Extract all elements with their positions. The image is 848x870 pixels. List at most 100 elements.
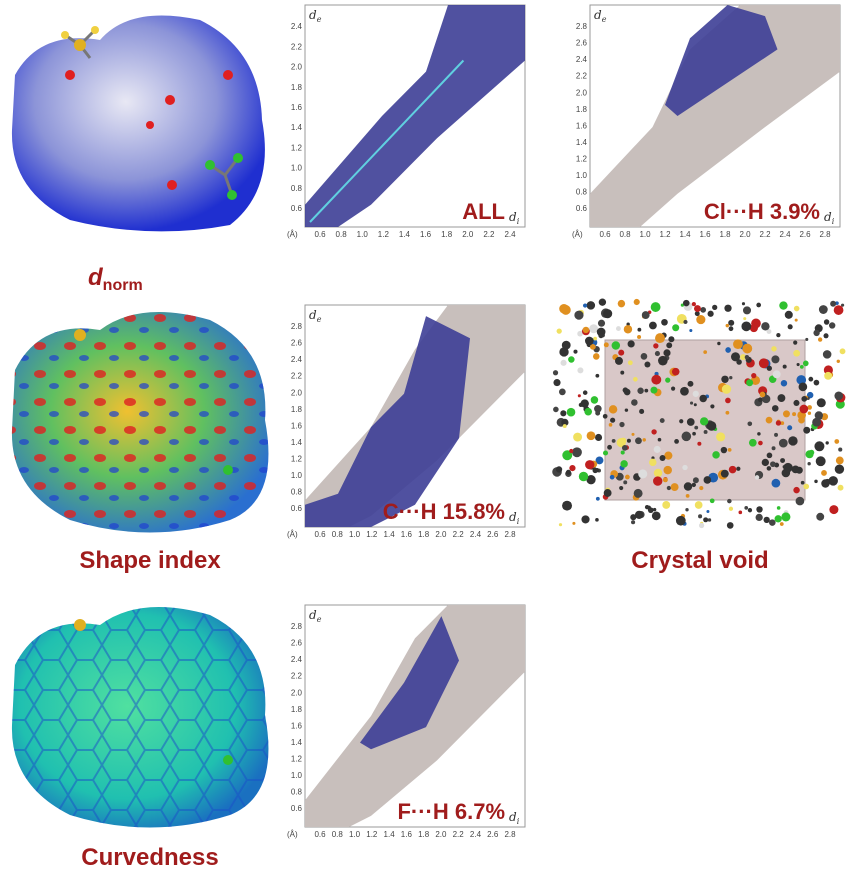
atom [830,301,836,307]
y-tick-label: 2.0 [291,688,303,697]
atom [693,391,699,397]
atom [609,423,613,427]
atom [672,324,679,331]
atom [696,315,705,324]
y-axis-sub: e [317,15,322,24]
x-tick-label: 1.4 [384,830,396,839]
atom [801,481,805,485]
atom [739,511,743,515]
atom [654,469,663,478]
atom [704,476,712,484]
atom [708,518,711,521]
atom [816,513,824,521]
atom [772,405,779,412]
x-tick-label: 2.4 [470,830,482,839]
atom [625,408,628,411]
atom [625,475,630,480]
y-tick-label: 1.8 [291,405,303,414]
atom [813,330,819,336]
atom [736,467,740,471]
atom [644,389,648,393]
atom [821,479,829,487]
y-tick-label: 0.8 [291,788,303,797]
atom [743,317,746,320]
atom [838,485,844,491]
y-axis-sub: e [602,15,607,24]
atom [727,499,731,503]
atom [651,429,656,434]
y-tick-label: 2.8 [291,622,303,631]
x-tick-label: 1.6 [401,530,413,539]
atom [584,408,592,416]
contact-label: ALL [462,199,505,224]
atom [581,515,589,523]
atom [743,306,751,314]
atom [579,472,588,481]
y-tick-label: 1.0 [291,471,303,480]
x-tick-label: 2.6 [487,830,499,839]
atom [560,410,566,416]
y-tick-label: 1.2 [576,154,588,163]
atom [703,350,707,354]
fingerprint-plot: 0.60.81.01.21.41.61.82.02.22.40.60.81.01… [287,5,525,239]
y-tick-label: 0.8 [291,488,303,497]
atom [593,337,597,341]
atom [756,506,762,512]
y-tick-label: 1.4 [576,138,588,147]
atom [667,486,671,490]
atom [829,505,838,514]
atom [650,387,657,394]
atom [642,311,650,319]
atom [637,335,641,339]
atom [578,394,581,397]
x-tick-label: 2.6 [799,230,811,239]
atom [627,439,631,443]
atom [587,431,596,440]
atom [661,319,668,326]
atom [692,302,696,306]
atom [598,333,603,338]
atom [631,399,638,406]
atom [553,379,560,386]
x-tick-label: 0.8 [336,230,348,239]
atom [729,507,733,511]
atom [793,341,797,345]
atom [638,469,647,478]
atom [653,508,656,511]
atom [717,342,720,345]
atom [787,425,792,430]
x-tick-label: 1.4 [384,530,396,539]
atom [799,405,808,414]
atom [760,392,766,398]
atom [783,465,786,468]
y-tick-label: 2.0 [291,388,303,397]
x-tick-label: 2.0 [462,230,474,239]
atom [767,466,772,471]
atom [653,343,658,348]
y-tick-label: 1.6 [576,121,588,130]
atom [777,394,785,402]
atom [742,302,745,305]
atom [624,325,632,333]
atom [577,367,583,373]
atom [612,439,616,443]
atom [557,328,562,333]
atom [623,480,627,484]
atom [672,368,680,376]
x-tick-label: 1.0 [639,230,651,239]
x-tick-label: 2.2 [453,830,465,839]
atom [751,319,761,329]
atom [595,374,599,378]
contact-label: Cl···H 3.9% [704,199,820,224]
atom [567,408,576,417]
atom [569,465,575,471]
atom [761,322,769,330]
atom [694,426,698,430]
atom [585,460,594,469]
atom [637,388,643,394]
x-tick-label: 1.2 [366,830,378,839]
atom [767,366,772,371]
atom [631,433,634,436]
atom [579,403,583,407]
atom [699,486,703,490]
